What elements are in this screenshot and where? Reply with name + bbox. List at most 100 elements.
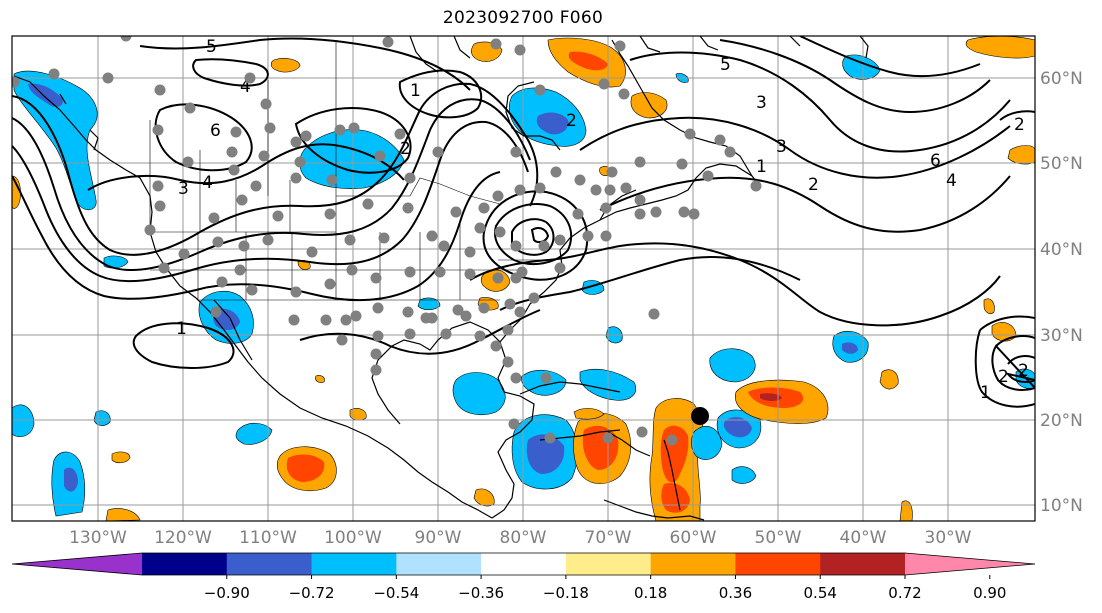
station-dot [234,264,246,276]
station-dot [320,314,332,326]
station-dot [464,268,476,280]
station-dot [378,232,390,244]
contour-label: 2 [400,139,411,159]
colorbar-tick-label: 0.18 [634,584,667,602]
station-dot [402,306,414,318]
lon-label: 110°W [239,528,297,548]
station-dot [634,156,646,168]
station-dot [370,348,382,360]
contour-label: 3 [776,137,787,157]
station-dot [154,84,166,96]
colorbar-tick-label: −0.90 [204,584,250,602]
station-dot [650,206,662,218]
station-dot [260,98,272,110]
station-dot [434,266,446,278]
station-dot [618,88,630,100]
colorbar-extend-high [905,553,1035,575]
colorbar-tick-label: 0.72 [888,584,921,602]
station-dot [12,76,20,88]
contour-label: 4 [202,173,213,193]
station-dot [334,124,346,136]
station-dot [344,234,356,246]
station-dot [404,328,416,340]
station-dot [678,206,690,218]
colorbar-segment [142,553,228,575]
station-dot [120,36,132,42]
station-dot [634,208,646,220]
station-dot [372,302,384,314]
contour-label: 1 [410,81,421,101]
station-dot [182,156,194,168]
station-dot [554,262,566,274]
longitude-labels: 130°W 120°W 110°W 100°W 90°W 80°W 70°W 6… [69,528,972,548]
lon-label: 30°W [925,528,972,548]
station-dot [290,286,302,298]
station-dot [648,308,660,320]
station-dot [540,372,552,384]
map-title: 2023092700 F060 [442,8,604,28]
contour-label: 1 [176,319,187,339]
station-dot [288,314,300,326]
station-dot [48,68,60,80]
station-dot [226,146,238,158]
station-dot [606,166,618,178]
station-dot [600,230,612,242]
station-dot [246,284,258,296]
station-dot [324,278,336,290]
storm-position-marker [691,407,709,425]
station-dot [144,224,156,236]
colorbar-tick-label: −0.36 [458,584,504,602]
station-dot [636,426,648,438]
colorbar-segment [396,553,482,575]
station-dot [508,418,520,430]
station-dot [374,150,386,162]
station-dot [676,158,688,170]
station-dot [272,210,284,222]
station-dot [688,208,700,220]
lon-label: 80°W [500,528,547,548]
station-dot [666,434,678,446]
lat-label: 10°N [1040,496,1083,516]
station-dot [362,198,374,210]
station-dot [228,164,240,176]
colorbar-tick-label: −0.72 [289,584,335,602]
station-dot [510,272,522,284]
station-dot [324,208,336,220]
colorbar-outline [11,552,1036,576]
station-dot [340,314,352,326]
colorbar-segment [650,553,736,575]
lon-label: 50°W [755,528,802,548]
station-dot [370,272,382,284]
lon-label: 100°W [324,528,382,548]
station-dot [494,226,506,238]
station-dot [402,202,414,214]
lat-label: 50°N [1040,154,1083,174]
station-dot [264,122,276,134]
station-dot [152,180,164,192]
station-dot [350,310,362,322]
station-dot [230,126,242,138]
map-content: 5 4 6 3 4 2 1 2 3 1 1 2 3 4 6 5 2 1 2 2 [12,36,1035,521]
colorbar-tick-label: −0.18 [543,584,589,602]
station-dot [208,212,220,224]
station-dot [604,184,616,196]
station-dot [534,182,546,194]
station-dot [528,292,540,304]
station-dot [432,146,444,158]
station-dot [438,240,450,252]
station-dot [294,156,306,168]
lat-label: 30°N [1040,326,1083,346]
station-dot [326,174,338,186]
station-dot [750,180,762,192]
station-dot [238,240,250,252]
station-dot [290,136,302,148]
station-dot [450,206,462,218]
station-dot [370,364,382,376]
station-dot [714,134,726,146]
contour-label: 2 [808,175,819,195]
station-dot [538,240,550,252]
station-dot [212,236,224,248]
station-dot [514,184,526,196]
station-dot [490,340,502,352]
station-dot [514,44,526,56]
